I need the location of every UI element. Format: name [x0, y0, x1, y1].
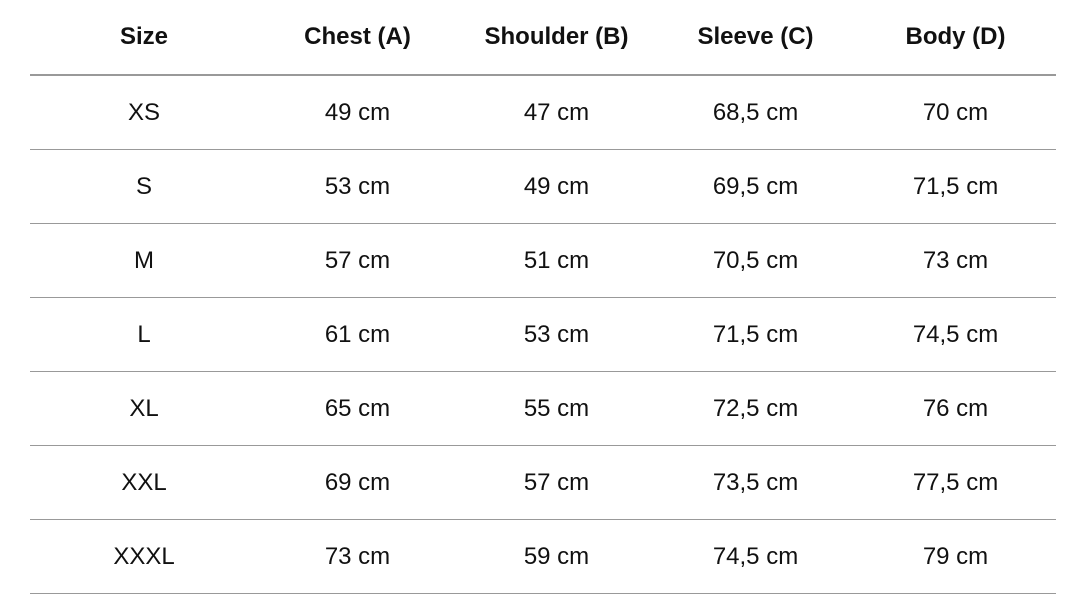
size-label: XS [30, 75, 258, 150]
table-body: XS 49 cm 47 cm 68,5 cm 70 cm S 53 cm 49 cm 69,5 … [30, 75, 1056, 594]
size-label: XXXL [30, 519, 258, 594]
measurement-cell: 57 cm [457, 445, 656, 520]
measurement-cell: 49 cm [457, 149, 656, 224]
measurement-cell: 53 cm [457, 297, 656, 372]
column-header: Shoulder (B) [457, 0, 656, 76]
measurement-cell: 74,5 cm [656, 519, 855, 594]
size-row: XS 49 cm 47 cm 68,5 cm 70 cm [30, 75, 1056, 150]
measurement-cell: 76 cm [855, 371, 1056, 446]
size-label: L [30, 297, 258, 372]
size-table: Size Chest (A) Shoulder (B) Sleeve (C) Body … [30, 0, 1056, 594]
measurement-cell: 47 cm [457, 75, 656, 150]
measurement-cell: 73,5 cm [656, 445, 855, 520]
size-label: M [30, 223, 258, 298]
measurement-cell: 77,5 cm [855, 445, 1056, 520]
measurement-cell: 69 cm [258, 445, 457, 520]
size-row: M 57 cm 51 cm 70,5 cm 73 cm [30, 223, 1056, 298]
measurement-cell: 51 cm [457, 223, 656, 298]
measurement-cell: 55 cm [457, 371, 656, 446]
measurement-cell: 79 cm [855, 519, 1056, 594]
measurement-cell: 70 cm [855, 75, 1056, 150]
header-row: Size Chest (A) Shoulder (B) Sleeve (C) Body … [30, 0, 1056, 76]
measurement-cell: 53 cm [258, 149, 457, 224]
measurement-cell: 68,5 cm [656, 75, 855, 150]
column-header: Size [30, 0, 258, 76]
measurement-cell: 59 cm [457, 519, 656, 594]
measurement-cell: 72,5 cm [656, 371, 855, 446]
column-header: Chest (A) [258, 0, 457, 76]
measurement-cell: 49 cm [258, 75, 457, 150]
measurement-cell: 69,5 cm [656, 149, 855, 224]
measurement-cell: 70,5 cm [656, 223, 855, 298]
size-row: L 61 cm 53 cm 71,5 cm 74,5 cm [30, 297, 1056, 372]
size-label: XL [30, 371, 258, 446]
column-header: Body (D) [855, 0, 1056, 76]
table-header: Size Chest (A) Shoulder (B) Sleeve (C) Body … [30, 0, 1056, 76]
measurement-cell: 71,5 cm [656, 297, 855, 372]
size-row: XL 65 cm 55 cm 72,5 cm 76 cm [30, 371, 1056, 446]
measurement-cell: 73 cm [258, 519, 457, 594]
size-row: S 53 cm 49 cm 69,5 cm 71,5 cm [30, 149, 1056, 224]
size-label: XXL [30, 445, 258, 520]
column-header: Sleeve (C) [656, 0, 855, 76]
size-row: XXXL 73 cm 59 cm 74,5 cm 79 cm [30, 519, 1056, 594]
size-label: S [30, 149, 258, 224]
measurement-cell: 71,5 cm [855, 149, 1056, 224]
measurement-cell: 65 cm [258, 371, 457, 446]
measurement-cell: 61 cm [258, 297, 457, 372]
size-row: XXL 69 cm 57 cm 73,5 cm 77,5 cm [30, 445, 1056, 520]
measurement-cell: 73 cm [855, 223, 1056, 298]
size-chart: Size Chest (A) Shoulder (B) Sleeve (C) Body … [30, 0, 1056, 594]
measurement-cell: 57 cm [258, 223, 457, 298]
measurement-cell: 74,5 cm [855, 297, 1056, 372]
